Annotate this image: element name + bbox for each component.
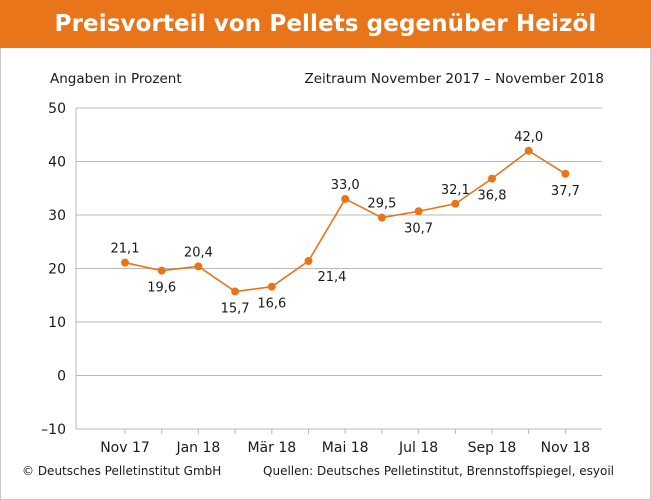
data-label: 19,6 <box>147 281 176 296</box>
x-tick-label: Mai 18 <box>322 440 369 456</box>
data-label: 37,7 <box>551 184 580 199</box>
y-tick-label: 20 <box>48 262 66 278</box>
x-tick-label: Jul 18 <box>398 440 438 456</box>
sources-note: Quellen: Deutsches Pelletinstitut, Brenn… <box>263 464 614 478</box>
copyright-note: © Deutsches Pelletinstitut GmbH <box>22 464 222 478</box>
data-point <box>231 287 240 296</box>
y-tick-label: 10 <box>48 315 66 331</box>
y-tick-label: 40 <box>48 155 66 171</box>
data-label: 33,0 <box>331 178 360 193</box>
data-point <box>341 194 350 203</box>
y-tick-label: 50 <box>48 101 66 117</box>
period-label: Zeitraum November 2017 – November 2018 <box>304 71 604 87</box>
data-label: 42,0 <box>514 130 543 145</box>
data-point <box>194 262 203 271</box>
data-point <box>414 207 423 216</box>
data-point <box>524 146 533 155</box>
data-label: 30,7 <box>404 221 433 236</box>
data-label: 36,8 <box>478 189 507 204</box>
x-tick-label: Nov 17 <box>100 440 150 456</box>
data-point <box>121 258 129 267</box>
x-tick-label: Mär 18 <box>247 440 296 456</box>
data-point <box>157 266 166 275</box>
x-tick-label: Nov 18 <box>541 440 591 456</box>
data-point <box>488 174 496 183</box>
data-label: 16,6 <box>257 297 286 312</box>
data-label: 15,7 <box>221 302 250 317</box>
data-point <box>304 257 313 266</box>
data-label: 21,4 <box>318 270 347 285</box>
y-tick-label: –10 <box>41 422 66 438</box>
x-tick-label: Jan 18 <box>175 440 220 456</box>
data-label: 20,4 <box>184 245 213 260</box>
y-axis-label: Angaben in Prozent <box>50 71 182 87</box>
data-label: 21,1 <box>111 242 140 257</box>
data-point <box>561 169 570 178</box>
y-tick-label: 0 <box>57 369 66 385</box>
y-tick-label: 30 <box>48 208 66 224</box>
x-tick-label: Sep 18 <box>468 440 517 456</box>
chart-title: Preisvorteil von Pellets gegenüber Heizö… <box>54 11 597 37</box>
data-label: 29,5 <box>367 197 396 212</box>
data-point <box>451 199 460 208</box>
data-point <box>267 282 276 291</box>
data-label: 32,1 <box>441 183 470 198</box>
data-point <box>377 213 386 222</box>
title-bar: Preisvorteil von Pellets gegenüber Heizö… <box>0 0 651 48</box>
